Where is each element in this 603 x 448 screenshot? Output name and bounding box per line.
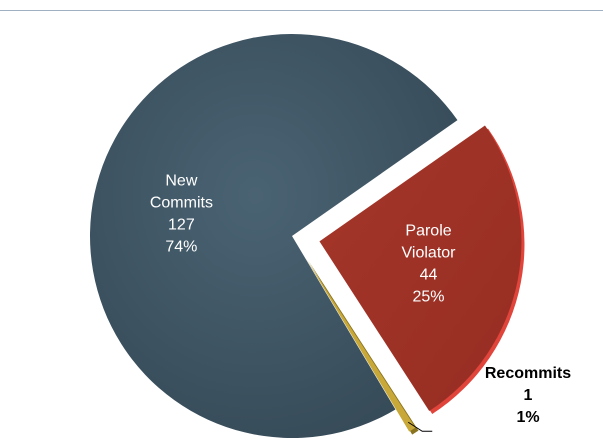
slice-new-commits-value-label: 127 <box>168 216 195 233</box>
top-divider <box>0 10 603 11</box>
slice-recommits <box>305 258 416 432</box>
slice-new-commits-percent-label: 74% <box>165 238 197 255</box>
slice-parole-violator-name-line-2: Violator <box>402 245 457 262</box>
recommits-percent-label: 1% <box>516 409 539 426</box>
recommits-value-label: 1 <box>524 387 533 404</box>
slice-new-commits-name-line-2: Commits <box>150 194 213 211</box>
slice-parole-violator-value-label: 44 <box>420 267 438 284</box>
recommits-leader-line <box>407 421 433 432</box>
slice-new-commits-name-line-1: New <box>165 172 197 189</box>
slice-new-commits <box>90 33 458 439</box>
slice-parole-violator-percent-label: 25% <box>413 289 445 306</box>
recommits-name-label: Recommits <box>485 365 571 382</box>
slice-parole-violator-name-line-1: Parole <box>405 223 451 240</box>
slice-parole-violator <box>319 125 522 411</box>
